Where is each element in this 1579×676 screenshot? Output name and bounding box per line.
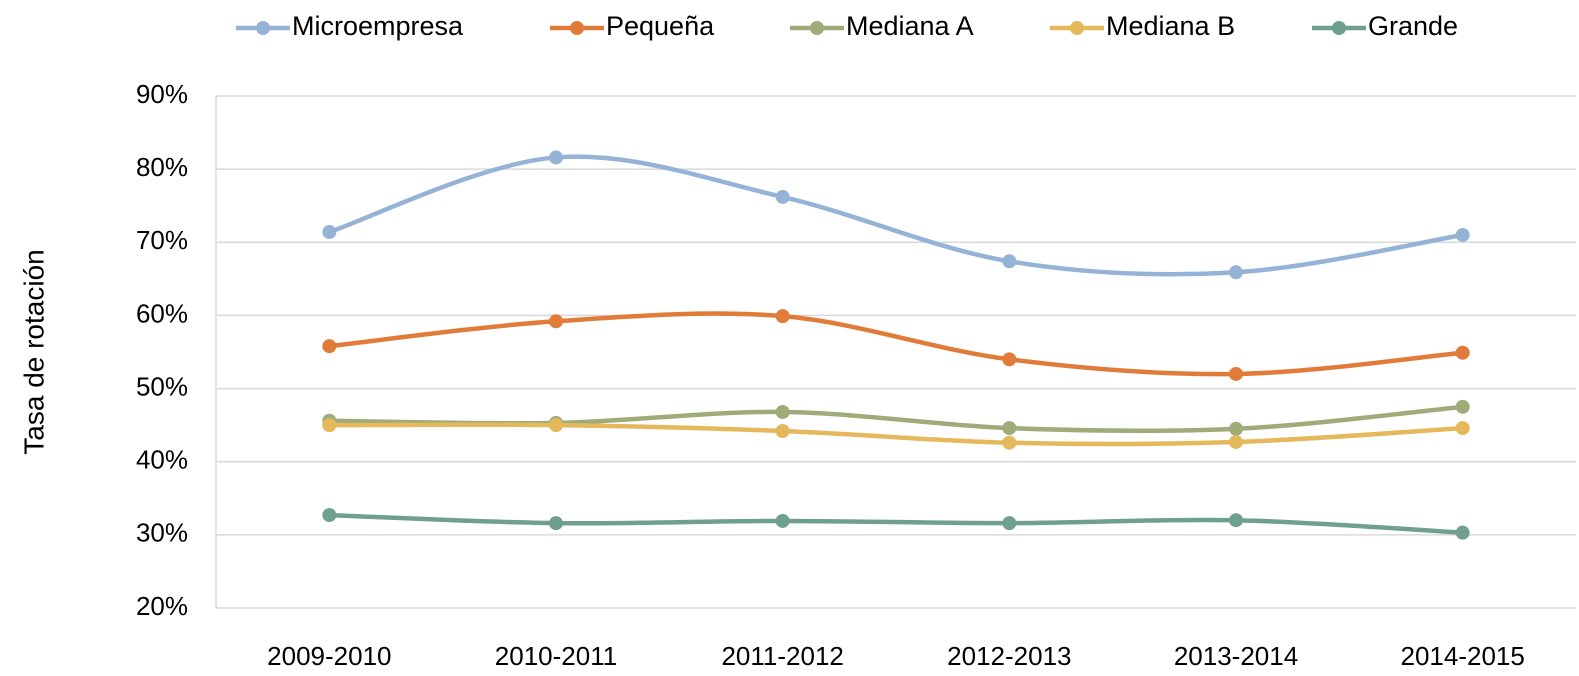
data-point — [1229, 434, 1243, 449]
x-tick-label: 2011-2012 — [721, 641, 843, 671]
data-point — [322, 508, 337, 523]
series-line — [327, 154, 1465, 277]
data-point — [322, 418, 337, 433]
data-point — [1229, 421, 1243, 436]
y-tick-label: 60% — [136, 298, 188, 328]
legend-label: Mediana A — [846, 11, 974, 41]
series-line — [327, 404, 1465, 434]
legend-label: Grande — [1368, 11, 1458, 41]
series-line — [327, 512, 1465, 535]
legend-marker — [1070, 21, 1084, 35]
data-point — [1002, 435, 1017, 450]
data-point — [1455, 421, 1470, 436]
data-point — [1229, 366, 1243, 381]
data-point — [775, 309, 790, 324]
data-point — [549, 150, 563, 165]
data-point — [1229, 265, 1243, 280]
legend-marker — [810, 21, 824, 35]
y-tick-label: 90% — [136, 79, 188, 109]
x-tick-label: 2014-2015 — [1400, 641, 1524, 671]
data-point — [1002, 516, 1017, 531]
data-point — [1002, 254, 1017, 269]
y-tick-label: 70% — [136, 225, 188, 255]
data-point — [1455, 227, 1470, 242]
series-line — [327, 311, 1465, 377]
x-tick-label: 2012-2013 — [947, 641, 1071, 671]
y-tick-label: 30% — [136, 518, 188, 548]
data-point — [322, 339, 337, 354]
y-tick-label: 80% — [136, 152, 188, 182]
legend-label: Microempresa — [292, 11, 464, 41]
data-point — [775, 423, 790, 438]
legend-marker — [256, 21, 270, 35]
x-tick-label: 2009-2010 — [267, 641, 391, 671]
data-point — [775, 404, 790, 419]
data-point — [549, 418, 563, 433]
series-line — [327, 422, 1465, 447]
data-point — [775, 189, 790, 204]
legend-marker — [570, 21, 584, 35]
data-point — [549, 314, 563, 329]
x-tick-label: 2010-2011 — [495, 641, 617, 671]
legend-label: Pequeña — [606, 11, 715, 41]
data-point — [1455, 345, 1470, 360]
data-point — [1002, 352, 1017, 367]
data-point — [549, 516, 563, 531]
legend-marker — [1332, 21, 1346, 35]
legend-label: Mediana B — [1106, 11, 1235, 41]
y-axis-title: Tasa de rotación — [18, 249, 49, 454]
x-tick-label: 2013-2014 — [1174, 641, 1298, 671]
data-point — [775, 513, 790, 528]
data-point — [1002, 421, 1017, 436]
y-tick-label: 40% — [136, 445, 188, 475]
data-point — [322, 225, 337, 240]
y-tick-label: 20% — [136, 591, 188, 621]
y-tick-label: 50% — [136, 371, 188, 401]
data-point — [1229, 513, 1243, 528]
data-point — [1455, 525, 1470, 540]
data-point — [1455, 399, 1470, 414]
